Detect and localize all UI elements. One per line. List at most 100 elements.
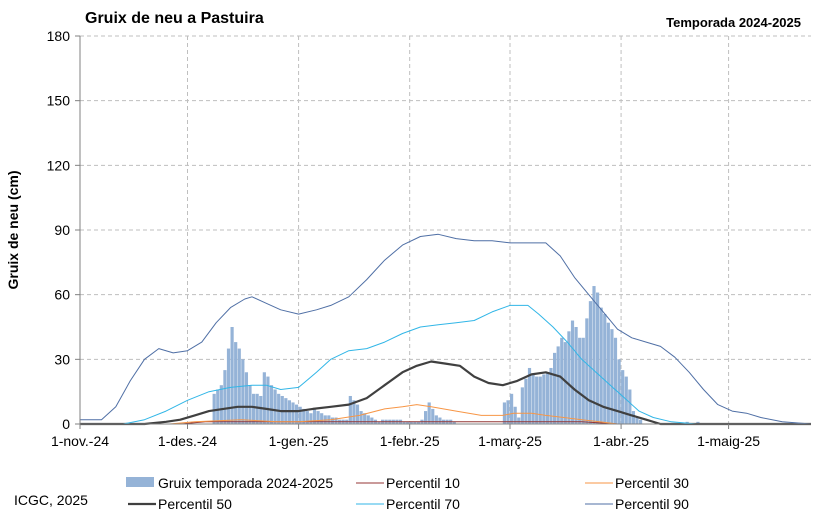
snow-depth-bar	[212, 393, 216, 424]
snow-depth-bar	[596, 292, 600, 424]
snow-depth-bar	[298, 406, 302, 424]
snow-depth-bar	[517, 417, 521, 424]
snow-depth-bar	[223, 370, 227, 424]
snow-depth-bar	[621, 370, 625, 424]
snow-depth-bar	[363, 413, 367, 424]
x-tick-labels: 1-nov.-24 1-des.-24 1-gen.-25 1-febr.-25 1-m…	[51, 433, 760, 449]
snow-depth-bars	[212, 286, 700, 424]
snow-depth-bar	[241, 359, 245, 424]
snow-depth-bar	[266, 376, 270, 424]
snow-depth-bar	[348, 395, 352, 424]
snow-depth-bar	[502, 402, 507, 424]
snow-depth-bar	[377, 421, 381, 424]
snow-depth-bar	[628, 389, 632, 424]
snow-depth-bar	[352, 400, 356, 424]
snow-depth-bar	[553, 352, 557, 424]
snow-depth-bar	[230, 327, 234, 424]
snow-depth-bar	[581, 337, 585, 424]
series-line-percentil-50	[80, 360, 811, 426]
y-tick-labels: 0 30 60 90 120 150 180	[47, 28, 71, 432]
grid	[80, 35, 811, 424]
snow-depth-bar	[545, 372, 550, 424]
snow-depth-bar	[295, 404, 299, 424]
snow-depth-bar	[639, 419, 643, 424]
snow-depth-bar	[527, 367, 532, 424]
snow-depth-bar	[434, 415, 438, 424]
source-credit: ICGC, 2025	[14, 492, 88, 508]
snow-depth-bar	[334, 417, 338, 424]
snow-depth-bar	[431, 408, 435, 424]
snow-depth-bar	[592, 286, 596, 424]
x-tick-label: 1-febr.-25	[380, 433, 440, 449]
snow-depth-bar	[578, 337, 582, 424]
x-tick-label: 1-abr.-25	[593, 433, 649, 449]
snow-depth-bar	[520, 387, 524, 424]
snow-depth-bar	[226, 348, 231, 424]
snow-depth-bar	[280, 395, 284, 424]
series-line-percentil-30	[80, 404, 811, 425]
snow-depth-bar	[216, 389, 220, 424]
snow-depth-bar	[513, 406, 517, 424]
snow-depth-bar	[524, 378, 528, 424]
x-tick-label: 1-des.-24	[158, 433, 217, 449]
snow-depth-bar	[370, 417, 374, 424]
snow-depth-bar	[366, 415, 370, 424]
snow-depth-bar	[424, 411, 428, 424]
snow-depth-bar	[631, 411, 636, 424]
snow-depth-bar	[416, 421, 421, 424]
snow-depth-bar	[359, 411, 363, 424]
legend-label: Percentil 70	[386, 496, 460, 512]
snow-depth-bar	[624, 376, 628, 424]
y-tick-label: 150	[47, 93, 71, 109]
snow-depth-bar	[585, 318, 589, 424]
snow-depth-bar	[259, 395, 263, 424]
snow-depth-bar	[549, 367, 553, 424]
snow-depth-bar	[409, 421, 413, 424]
legend: Gruix temporada 2024-2025 Percentil 10 Per…	[126, 475, 689, 512]
snow-depth-bar	[531, 374, 535, 424]
snow-depth-bar	[277, 393, 281, 424]
snow-depth-bar	[560, 337, 564, 424]
snow-depth-bar	[570, 320, 575, 424]
legend-label: Percentil 30	[615, 475, 689, 491]
snow-depth-bar	[219, 385, 223, 424]
snow-depth-bar	[269, 385, 274, 424]
snow-depth-bar	[635, 417, 639, 424]
x-tick-label: 1-nov.-24	[51, 433, 109, 449]
snow-depth-bar	[427, 402, 431, 424]
snow-depth-bar	[413, 421, 417, 424]
x-tick-label: 1-maig-25	[697, 433, 760, 449]
snow-depth-bar	[542, 374, 546, 424]
snow-depth-bar	[316, 411, 320, 424]
axes	[75, 35, 811, 429]
chart-subtitle: Temporada 2024-2025	[666, 15, 801, 30]
legend-label: Percentil 10	[386, 475, 460, 491]
snow-depth-bar	[438, 417, 442, 424]
snow-depth-bar	[599, 307, 603, 424]
snow-depth-bar	[617, 359, 621, 424]
y-axis-label: Gruix de neu (cm)	[5, 170, 21, 289]
snow-depth-bar	[309, 413, 313, 424]
snow-depth-bar	[248, 385, 252, 424]
snow-depth-bar	[234, 342, 238, 424]
x-tick-label: 1-gen.-25	[269, 433, 329, 449]
snow-depth-bar	[588, 301, 593, 424]
legend-label: Gruix temporada 2024-2025	[158, 475, 333, 491]
series-line-percentil-10	[80, 421, 811, 425]
y-tick-label: 120	[47, 157, 71, 173]
snow-depth-bar	[291, 402, 295, 424]
chart-title: Gruix de neu a Pastuira	[85, 10, 264, 27]
series-line-percentil-90	[80, 233, 812, 425]
y-tick-label: 180	[47, 28, 71, 44]
legend-label: Percentil 50	[158, 496, 232, 512]
snow-depth-bar	[567, 331, 571, 424]
y-tick-label: 60	[54, 287, 70, 303]
snow-depth-bar	[452, 421, 456, 424]
percentile-lines	[80, 233, 812, 426]
snow-depth-bar	[330, 417, 335, 424]
snow-depth-bar	[563, 342, 567, 424]
y-tick-label: 30	[54, 351, 70, 367]
snow-depth-bar	[355, 404, 360, 424]
snow-depth-bar	[574, 327, 578, 424]
